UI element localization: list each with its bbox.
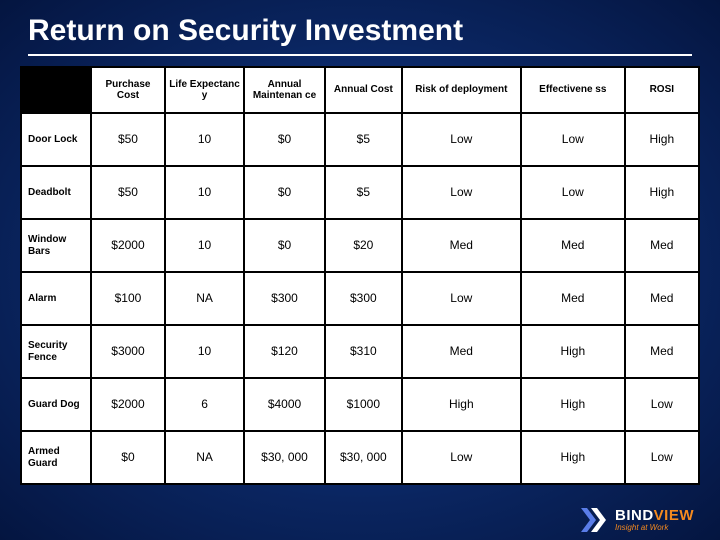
cell: Med bbox=[402, 325, 521, 378]
cell: Med bbox=[625, 272, 699, 325]
cell: High bbox=[402, 378, 521, 431]
row-label: Security Fence bbox=[21, 325, 91, 378]
logo-brand-part1: BIND bbox=[615, 507, 654, 524]
col-header: Effectivene ss bbox=[521, 67, 625, 113]
cell: High bbox=[521, 378, 625, 431]
col-header: Risk of deployment bbox=[402, 67, 521, 113]
row-label: Guard Dog bbox=[21, 378, 91, 431]
page-title: Return on Security Investment bbox=[0, 0, 720, 54]
cell: Med bbox=[402, 219, 521, 272]
col-header: ROSI bbox=[625, 67, 699, 113]
table-row: Armed Guard $0 NA $30, 000 $30, 000 Low … bbox=[21, 431, 699, 484]
col-header: Life Expectanc y bbox=[165, 67, 244, 113]
cell: Low bbox=[521, 113, 625, 166]
logo-brand-part2: VIEW bbox=[654, 507, 694, 524]
cell: $5 bbox=[325, 113, 402, 166]
cell: $0 bbox=[91, 431, 165, 484]
cell: $50 bbox=[91, 166, 165, 219]
cell: Low bbox=[402, 113, 521, 166]
cell: 10 bbox=[165, 166, 244, 219]
rosi-table: Purchase Cost Life Expectanc y Annual Ma… bbox=[20, 66, 700, 485]
cell: $2000 bbox=[91, 378, 165, 431]
cell: $100 bbox=[91, 272, 165, 325]
cell: $300 bbox=[325, 272, 402, 325]
cell: $5 bbox=[325, 166, 402, 219]
col-header: Purchase Cost bbox=[91, 67, 165, 113]
cell: 10 bbox=[165, 325, 244, 378]
cell: High bbox=[625, 113, 699, 166]
cell: 10 bbox=[165, 113, 244, 166]
cell: Low bbox=[625, 431, 699, 484]
cell: $20 bbox=[325, 219, 402, 272]
cell: High bbox=[521, 431, 625, 484]
col-header: Annual Maintenan ce bbox=[244, 67, 325, 113]
col-header: Annual Cost bbox=[325, 67, 402, 113]
cell: $2000 bbox=[91, 219, 165, 272]
logo-text: BINDVIEW Insight at Work bbox=[615, 508, 694, 532]
cell: Low bbox=[521, 166, 625, 219]
cell: Low bbox=[402, 431, 521, 484]
table-header-row: Purchase Cost Life Expectanc y Annual Ma… bbox=[21, 67, 699, 113]
brand-logo: BINDVIEW Insight at Work bbox=[581, 508, 694, 532]
logo-tagline: Insight at Work bbox=[615, 524, 694, 532]
title-underline bbox=[28, 54, 692, 56]
logo-chevron-icon bbox=[581, 508, 611, 532]
cell: $30, 000 bbox=[325, 431, 402, 484]
cell: Med bbox=[521, 272, 625, 325]
cell: $300 bbox=[244, 272, 325, 325]
cell: $3000 bbox=[91, 325, 165, 378]
cell: High bbox=[521, 325, 625, 378]
table-body: Door Lock $50 10 $0 $5 Low Low High Dead… bbox=[21, 113, 699, 484]
table-row: Guard Dog $2000 6 $4000 $1000 High High … bbox=[21, 378, 699, 431]
cell: NA bbox=[165, 272, 244, 325]
cell: Low bbox=[625, 378, 699, 431]
table-row: Alarm $100 NA $300 $300 Low Med Med bbox=[21, 272, 699, 325]
table-row: Security Fence $3000 10 $120 $310 Med Hi… bbox=[21, 325, 699, 378]
cell: $50 bbox=[91, 113, 165, 166]
cell: $0 bbox=[244, 166, 325, 219]
cell: Low bbox=[402, 272, 521, 325]
cell: Low bbox=[402, 166, 521, 219]
row-label: Door Lock bbox=[21, 113, 91, 166]
cell: $4000 bbox=[244, 378, 325, 431]
row-label: Deadbolt bbox=[21, 166, 91, 219]
cell: Med bbox=[625, 325, 699, 378]
table-row: Door Lock $50 10 $0 $5 Low Low High bbox=[21, 113, 699, 166]
cell: $310 bbox=[325, 325, 402, 378]
row-label: Window Bars bbox=[21, 219, 91, 272]
cell: NA bbox=[165, 431, 244, 484]
table-row: Window Bars $2000 10 $0 $20 Med Med Med bbox=[21, 219, 699, 272]
cell: $0 bbox=[244, 113, 325, 166]
cell: $120 bbox=[244, 325, 325, 378]
cell: Med bbox=[521, 219, 625, 272]
cell: High bbox=[625, 166, 699, 219]
table-corner-cell bbox=[21, 67, 91, 113]
cell: $1000 bbox=[325, 378, 402, 431]
table-row: Deadbolt $50 10 $0 $5 Low Low High bbox=[21, 166, 699, 219]
logo-brandname: BINDVIEW bbox=[615, 508, 694, 523]
table-container: Purchase Cost Life Expectanc y Annual Ma… bbox=[0, 66, 720, 485]
cell: 10 bbox=[165, 219, 244, 272]
cell: Med bbox=[625, 219, 699, 272]
row-label: Armed Guard bbox=[21, 431, 91, 484]
cell: 6 bbox=[165, 378, 244, 431]
cell: $30, 000 bbox=[244, 431, 325, 484]
cell: $0 bbox=[244, 219, 325, 272]
row-label: Alarm bbox=[21, 272, 91, 325]
